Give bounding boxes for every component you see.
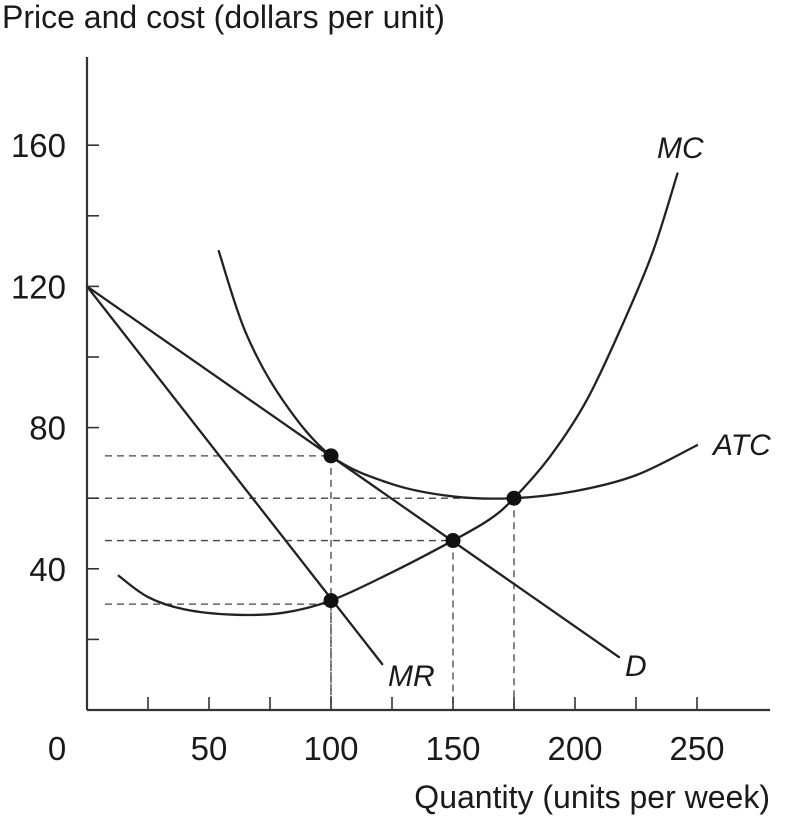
x-tick-label: 50 [191, 730, 228, 767]
labels: D MR MC ATC [388, 132, 771, 693]
series-atc-label: ATC [711, 429, 771, 462]
curves [85, 172, 699, 666]
x-axis-title: Quantity (units per week) [414, 779, 770, 815]
y-tick-label: 120 [11, 268, 66, 305]
x-tick-label: 100 [303, 730, 358, 767]
series-mr-label: MR [388, 660, 435, 693]
intersection-point [323, 593, 339, 609]
intersection-point [445, 533, 461, 549]
axes: 40 80 120 160 0 50 100 150 200 250 [11, 57, 770, 767]
x-tick-label: 250 [669, 730, 724, 767]
intersection-point [323, 448, 339, 464]
series-mc-label: MC [657, 132, 704, 165]
points [323, 448, 522, 609]
guide-lines [105, 455, 515, 710]
x-tick-label: 200 [547, 730, 602, 767]
y-tick-label: 160 [11, 127, 66, 164]
series-mc-line [117, 172, 679, 617]
x-tick-label: 0 [48, 730, 66, 767]
y-tick-label: 80 [29, 410, 66, 447]
y-axis-title: Price and cost (dollars per unit) [2, 0, 445, 35]
intersection-point [506, 490, 522, 506]
series-d-line [85, 285, 621, 659]
series-atc-line [217, 249, 699, 500]
series-d-label: D [625, 650, 647, 683]
series-mr-line [85, 285, 384, 666]
x-tick-label: 150 [425, 730, 480, 767]
y-tick-label: 40 [29, 551, 66, 588]
